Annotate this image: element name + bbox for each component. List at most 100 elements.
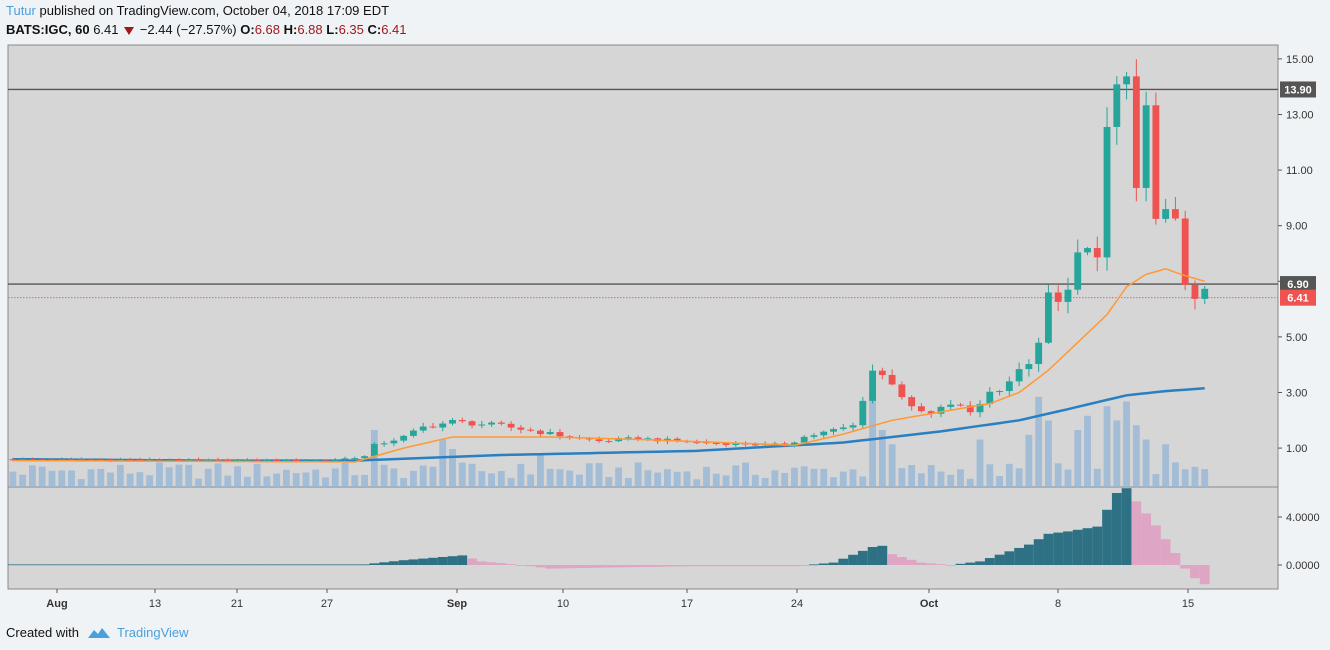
y-tick-label: 15.00 [1286, 54, 1314, 66]
histogram-bar [516, 565, 526, 566]
histogram-bar [164, 564, 175, 566]
volume-bar [927, 465, 935, 487]
histogram-bar [320, 564, 331, 566]
histogram-bar [984, 558, 995, 565]
volume-bar [87, 469, 95, 487]
candle [380, 440, 388, 447]
histogram-bar [340, 564, 350, 566]
candle [1123, 72, 1130, 100]
volume-bar [791, 467, 798, 487]
volume-bar [683, 471, 691, 487]
histogram-bar [193, 564, 204, 566]
candle [878, 367, 886, 380]
candle [1142, 91, 1150, 202]
histogram-bar [252, 564, 262, 566]
high-value: 6.88 [297, 22, 323, 37]
volume-bar [693, 479, 701, 487]
candle-body [869, 370, 876, 401]
candle-body [214, 459, 222, 461]
candle [429, 422, 437, 429]
candle-body [1074, 252, 1082, 290]
hist-tick-label: 0.0000 [1286, 560, 1320, 572]
candle-body [986, 391, 994, 404]
volume-bar [204, 468, 212, 487]
candle [849, 422, 857, 431]
candle [1172, 197, 1179, 221]
candle-body [380, 443, 388, 445]
candle [830, 427, 837, 435]
volume-bar [458, 462, 466, 487]
main-pane[interactable] [7, 44, 1279, 488]
histogram-bar [848, 554, 858, 565]
histogram-bar [1190, 565, 1200, 579]
volume-bar [712, 473, 720, 487]
candle-body [136, 459, 144, 461]
volume-bar [1054, 463, 1062, 487]
histogram-bar [389, 561, 399, 565]
histogram-bar [27, 564, 38, 566]
candle [732, 441, 740, 448]
candle-body [58, 458, 66, 460]
x-tick-label: 10 [557, 598, 569, 610]
candle-body [1181, 218, 1189, 285]
candle-body [449, 419, 456, 424]
price-chart[interactable]: 15.0013.0011.009.007.005.003.001.004.000… [0, 0, 1330, 620]
volume-bar [497, 471, 505, 487]
candle [351, 456, 359, 461]
x-tick-label: 8 [1055, 598, 1061, 610]
volume-bar [576, 474, 583, 487]
candle [918, 403, 925, 413]
histogram-bar [105, 564, 116, 566]
volume-bar [165, 467, 173, 487]
histogram-bar [545, 565, 556, 569]
candle-body [1142, 105, 1150, 188]
histogram-bar [525, 565, 536, 567]
volume-bar [507, 478, 515, 487]
histogram-bar [1121, 488, 1132, 565]
volume-bar [1045, 420, 1052, 487]
candle-body [634, 437, 642, 440]
candle-body [800, 436, 808, 443]
volume-bar [703, 466, 710, 487]
volume-bar [771, 470, 779, 487]
histogram-bar [1024, 544, 1034, 565]
histogram-bar [486, 562, 497, 565]
candle-body [468, 421, 476, 426]
volume-bar [1025, 434, 1033, 487]
volume-bar [351, 475, 359, 487]
sma-fast-line [12, 268, 1205, 463]
candle-body [273, 459, 281, 461]
histogram-bar [926, 563, 937, 565]
histogram-bar [897, 557, 907, 565]
candle-body [908, 397, 916, 407]
candle [1191, 280, 1199, 310]
x-tick-label: Sep [447, 598, 467, 610]
tradingview-link[interactable]: TradingView [116, 625, 189, 640]
candle-body [156, 459, 163, 461]
candle [1045, 284, 1052, 344]
histogram-bar [437, 557, 448, 565]
candle [1162, 198, 1170, 223]
histogram-bar [574, 565, 585, 569]
histogram-bar [643, 565, 653, 567]
candle-body [1084, 248, 1091, 253]
histogram-bar [457, 555, 468, 565]
tradingview-logo-icon[interactable] [87, 626, 111, 640]
histogram-bar [183, 564, 194, 566]
histogram-bar [369, 563, 380, 565]
x-tick-label: 24 [791, 598, 803, 610]
author-link[interactable]: Tutur [6, 3, 36, 18]
y-tick-label: 3.00 [1286, 387, 1307, 399]
candle-body [673, 438, 681, 442]
histogram-bar [633, 565, 643, 568]
candle-body [1152, 105, 1160, 219]
candle [1201, 285, 1209, 305]
open-label: O: [240, 22, 255, 37]
ohlc-legend: BATS:IGC, 60 6.41 −2.44 (−27.57%) O:6.68… [6, 22, 407, 37]
candle-body [175, 460, 183, 462]
histogram-bar [799, 565, 810, 566]
volume-bar [908, 465, 916, 487]
candle-body [820, 431, 828, 436]
candle-body [849, 425, 857, 428]
histogram-bar [711, 565, 722, 567]
